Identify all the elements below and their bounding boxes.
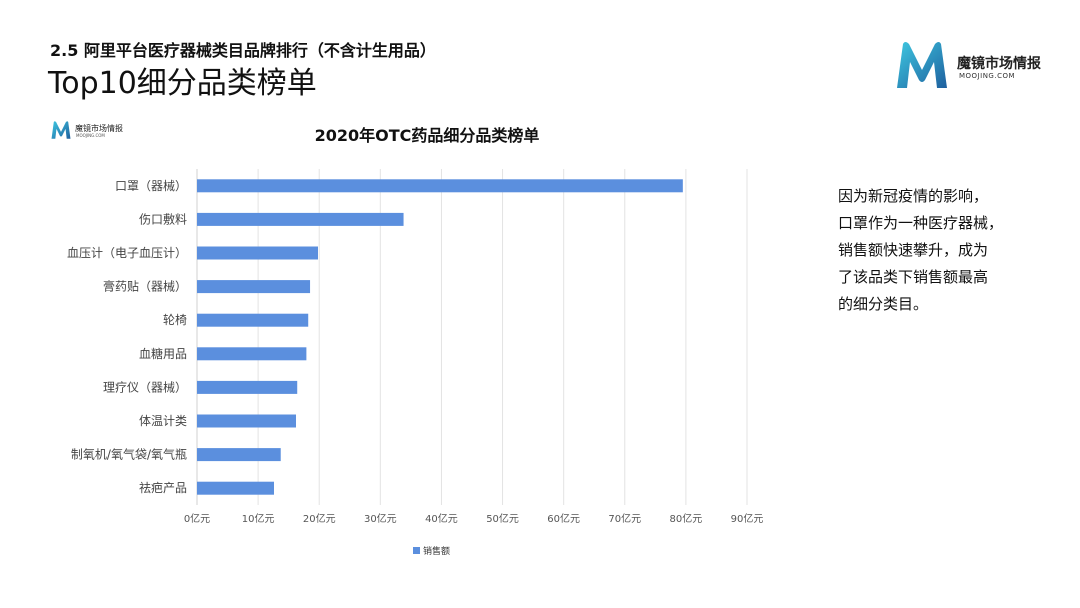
category-label: 体温计类 (139, 414, 187, 428)
x-tick-label: 70亿元 (608, 512, 641, 525)
category-label: 膏药贴（器械） (103, 279, 187, 294)
moojing-m-logo-icon (897, 42, 947, 88)
x-tick-label: 40亿元 (425, 512, 458, 525)
x-tick-label: 60亿元 (547, 512, 580, 525)
x-tick-label: 90亿元 (731, 512, 764, 525)
bar (197, 414, 296, 428)
x-tick-label: 30亿元 (364, 512, 397, 525)
note-line: 了该品类下销售额最高 (838, 268, 989, 286)
category-label: 祛疤产品 (139, 480, 187, 495)
logo-brand-text: 魔镜市场情报 (957, 56, 1041, 72)
logo-small-brand-text: 魔镜市场情报 (75, 124, 123, 133)
moojing-logo-small: 魔镜市场情报 MOOJING.COM (50, 120, 130, 144)
chart-legend: 销售额 (413, 544, 450, 557)
category-label: 口罩（器械） (115, 178, 187, 193)
bar (197, 246, 318, 260)
bar (197, 280, 311, 294)
moojing-logo: 魔镜市场情报 MOOJING.COM (893, 40, 1053, 94)
bar (197, 347, 307, 361)
moojing-m-logo-small-icon (51, 121, 71, 139)
chart-title: 2020年OTC药品细分品类榜单 (314, 126, 540, 145)
page-title: Top10细分品类榜单 (48, 66, 317, 101)
bar (197, 212, 404, 226)
legend-label: 销售额 (423, 547, 451, 557)
x-tick-label: 10亿元 (242, 512, 275, 525)
category-label: 血压计（电子血压计） (67, 246, 187, 260)
note-line: 销售额快速攀升，成为 (838, 241, 989, 259)
note-text: 因为新冠疫情的影响， 口罩作为一种医疗器械， 销售额快速攀升，成为 了该品类下销… (838, 183, 1038, 318)
bar (197, 481, 274, 495)
category-label: 制氧机/氧气袋/氧气瓶 (71, 447, 187, 462)
logo-url-text: MOOJING.COM (959, 72, 1016, 80)
bar (197, 448, 281, 462)
x-tick-label: 50亿元 (486, 512, 519, 525)
category-label: 轮椅 (163, 313, 187, 327)
x-tick-label: 80亿元 (670, 512, 703, 525)
x-tick-label: 0亿元 (184, 512, 210, 525)
note-line: 的细分类目。 (838, 295, 929, 313)
bar (197, 179, 683, 193)
category-label: 理疗仪（器械） (103, 379, 187, 394)
note-line: 因为新冠疫情的影响， (838, 187, 989, 205)
page-subtitle: 2.5 阿里平台医疗器械类目品牌排行（不含计生用品） (50, 41, 436, 60)
logo-small-url-text: MOOJING.COM (76, 133, 105, 138)
category-label: 血糖用品 (139, 346, 187, 361)
legend-swatch (413, 547, 420, 554)
bar (197, 313, 309, 327)
x-tick-label: 20亿元 (303, 512, 336, 525)
note-line: 口罩作为一种医疗器械， (838, 214, 1004, 232)
bar (197, 380, 298, 394)
category-label: 伤口敷料 (139, 211, 187, 226)
